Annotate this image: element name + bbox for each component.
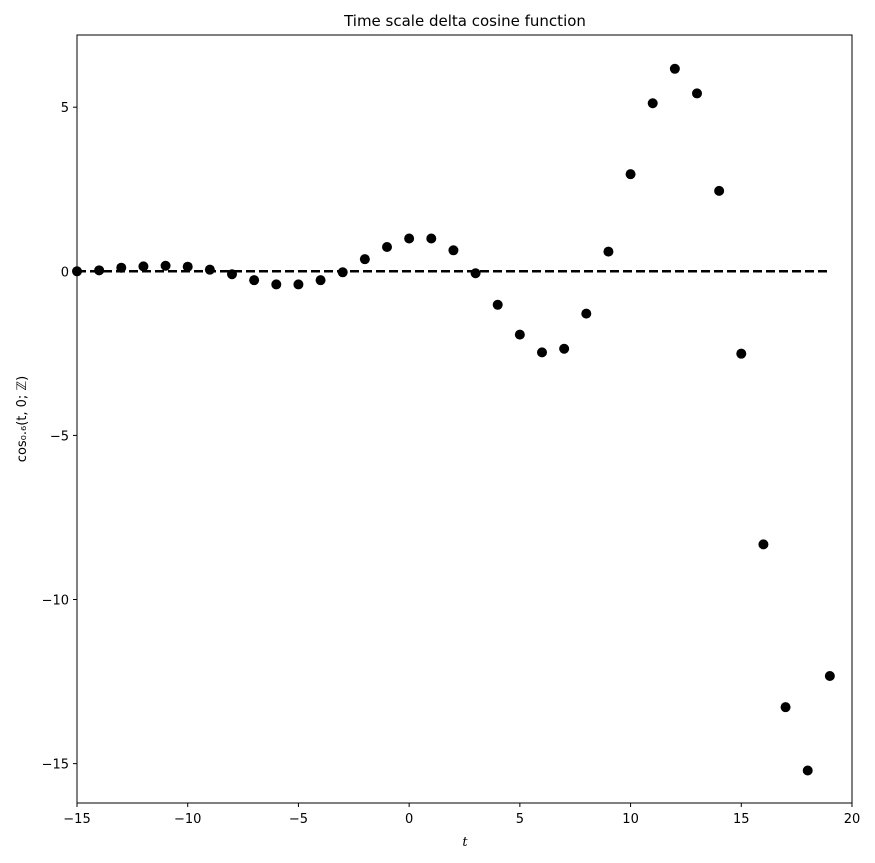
- axes: −15 −10 −5 0 5 10 15 20 5 0 −5 −10 −15: [42, 34, 861, 827]
- plot-frame: [76, 34, 853, 804]
- x-tick-label: −5: [289, 812, 308, 827]
- data-point: [537, 347, 547, 358]
- x-tick-label: 20: [844, 812, 861, 827]
- data-point: [470, 268, 481, 279]
- x-tick-label: 0: [405, 812, 413, 827]
- data-point: [227, 269, 237, 280]
- y-tick-label: 0: [61, 265, 69, 280]
- data-point: [603, 246, 614, 257]
- data-point: [714, 185, 725, 196]
- data-point: [337, 267, 348, 278]
- data-point: [382, 242, 392, 253]
- y-tick-label: −5: [50, 429, 69, 444]
- data-point: [138, 261, 149, 272]
- data-point: [271, 279, 282, 290]
- data-point: [448, 245, 459, 256]
- data-point: [514, 329, 525, 340]
- data-point: [824, 670, 835, 681]
- data-point: [802, 765, 813, 776]
- x-tick-label: 5: [516, 812, 524, 827]
- data-point: [669, 63, 680, 74]
- data-point: [160, 260, 171, 271]
- plot-area: [72, 63, 835, 776]
- data-point: [182, 261, 193, 272]
- x-tick-label: −10: [174, 812, 201, 827]
- data-point: [692, 88, 702, 99]
- data-point: [249, 275, 260, 286]
- y-tick-label: −10: [42, 594, 69, 609]
- y-axis-label: cos₀.₆(t, 0; ℤ): [15, 376, 30, 462]
- y-tick-label: −15: [42, 758, 69, 773]
- data-point: [736, 348, 747, 359]
- data-point: [559, 343, 570, 354]
- x-axis-label: t: [462, 835, 468, 850]
- data-point: [780, 702, 791, 713]
- x-tick-label: 10: [622, 812, 639, 827]
- data-point: [293, 279, 304, 290]
- data-point: [359, 254, 370, 265]
- data-point: [404, 233, 415, 244]
- data-point: [647, 98, 658, 109]
- data-point: [94, 265, 105, 276]
- x-tick-label: 15: [733, 812, 750, 827]
- y-tick-label: 5: [61, 101, 69, 116]
- data-point: [758, 539, 769, 550]
- data-point: [204, 264, 215, 275]
- data-point: [116, 262, 127, 273]
- chart-title: Time scale delta cosine function: [343, 12, 586, 30]
- data-point: [315, 275, 326, 286]
- data-point: [426, 233, 437, 244]
- data-point: [581, 308, 592, 319]
- x-tick-label: −15: [63, 812, 90, 827]
- data-point: [625, 169, 636, 180]
- data-point: [492, 299, 503, 310]
